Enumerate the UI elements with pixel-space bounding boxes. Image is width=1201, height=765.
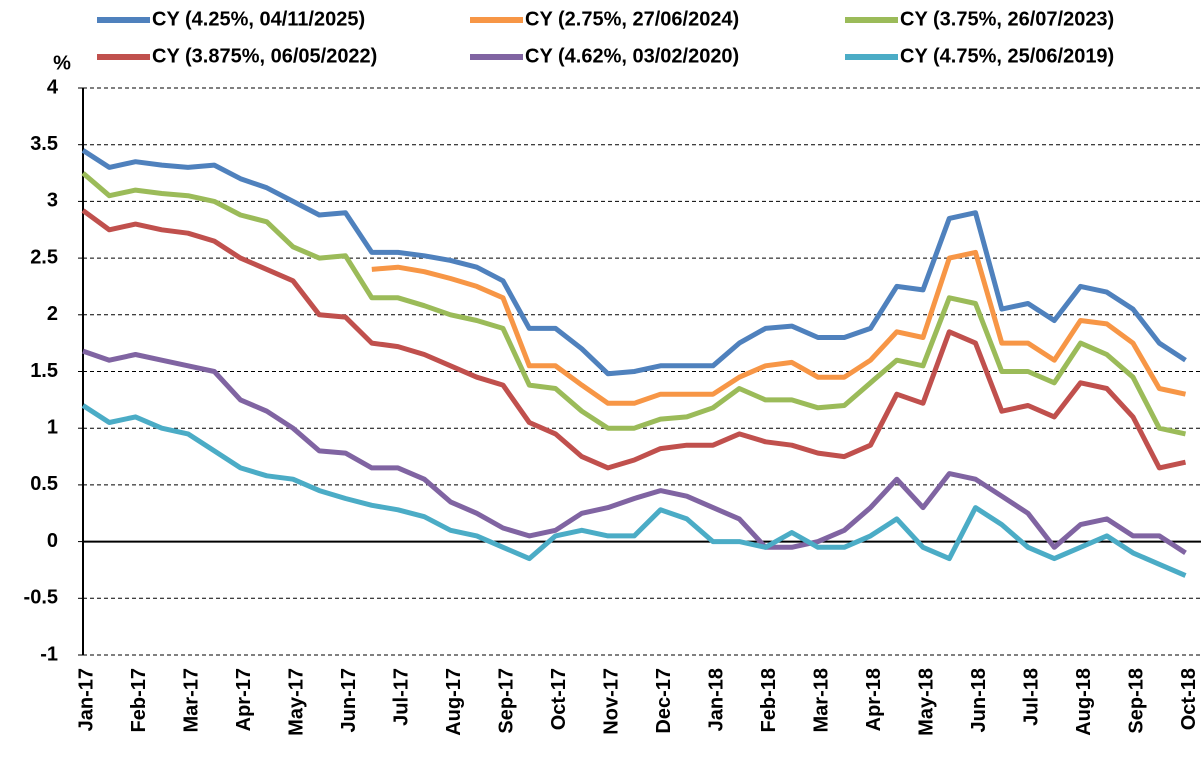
series-line xyxy=(81,208,1187,471)
y-axis-unit: % xyxy=(53,52,71,74)
x-tick-label: Feb-18 xyxy=(758,668,780,732)
x-tick-label: Apr-17 xyxy=(233,668,255,731)
legend-label: CY (4.62%, 03/02/2020) xyxy=(525,45,739,67)
x-tick-label: Oct-18 xyxy=(1178,668,1200,730)
x-tick-label: Nov-17 xyxy=(600,668,622,735)
legend-label: CY (4.25%, 04/11/2025) xyxy=(152,8,365,30)
x-tick-label: Jul-17 xyxy=(390,668,412,726)
y-tick-label: 3.5 xyxy=(30,133,58,155)
series-line xyxy=(81,148,1187,377)
series-line xyxy=(371,249,1187,406)
y-tick-label: 2.5 xyxy=(30,246,58,268)
x-tick-label: May-17 xyxy=(285,668,307,736)
x-tick-label: Aug-17 xyxy=(443,668,465,736)
y-tick-label: 2 xyxy=(47,303,58,325)
x-tick-label: Mar-18 xyxy=(810,668,832,732)
y-tick-label: 1.5 xyxy=(30,360,58,382)
y-tick-label: -1 xyxy=(40,643,58,665)
legend-label: CY (3.75%, 26/07/2023) xyxy=(900,8,1114,30)
series-line xyxy=(81,171,1187,437)
legend-label: CY (2.75%, 27/06/2024) xyxy=(525,8,739,30)
x-tick-label: Apr-18 xyxy=(863,668,885,731)
y-tick-label: 1 xyxy=(47,416,58,438)
x-tick-label: May-18 xyxy=(915,668,937,736)
x-tick-label: Jan-17 xyxy=(75,668,97,731)
x-tick-label: Mar-17 xyxy=(180,668,202,732)
y-tick-label: -0.5 xyxy=(24,587,58,609)
x-tick-label: Jun-17 xyxy=(338,668,360,732)
y-tick-label: 4 xyxy=(47,76,59,98)
legend-label: CY (3.875%, 06/05/2022) xyxy=(152,45,377,67)
series-line xyxy=(82,348,1187,555)
x-tick-label: Feb-17 xyxy=(128,668,150,732)
x-tick-label: Jan-18 xyxy=(705,668,727,731)
x-tick-label: Aug-18 xyxy=(1073,668,1095,736)
x-tick-label: Sep-18 xyxy=(1125,668,1147,734)
legend-label: CY (4.75%, 25/06/2019) xyxy=(900,45,1114,67)
y-tick-label: 0 xyxy=(47,530,58,552)
y-tick-label: 3 xyxy=(47,190,58,212)
x-tick-label: Oct-17 xyxy=(548,668,570,730)
x-tick-label: Jun-18 xyxy=(968,668,990,732)
x-tick-label: Jul-18 xyxy=(1020,668,1042,726)
x-tick-label: Dec-17 xyxy=(653,668,675,734)
x-tick-label: Sep-17 xyxy=(495,668,517,734)
series-line xyxy=(81,403,1187,578)
y-tick-label: 0.5 xyxy=(30,473,58,495)
